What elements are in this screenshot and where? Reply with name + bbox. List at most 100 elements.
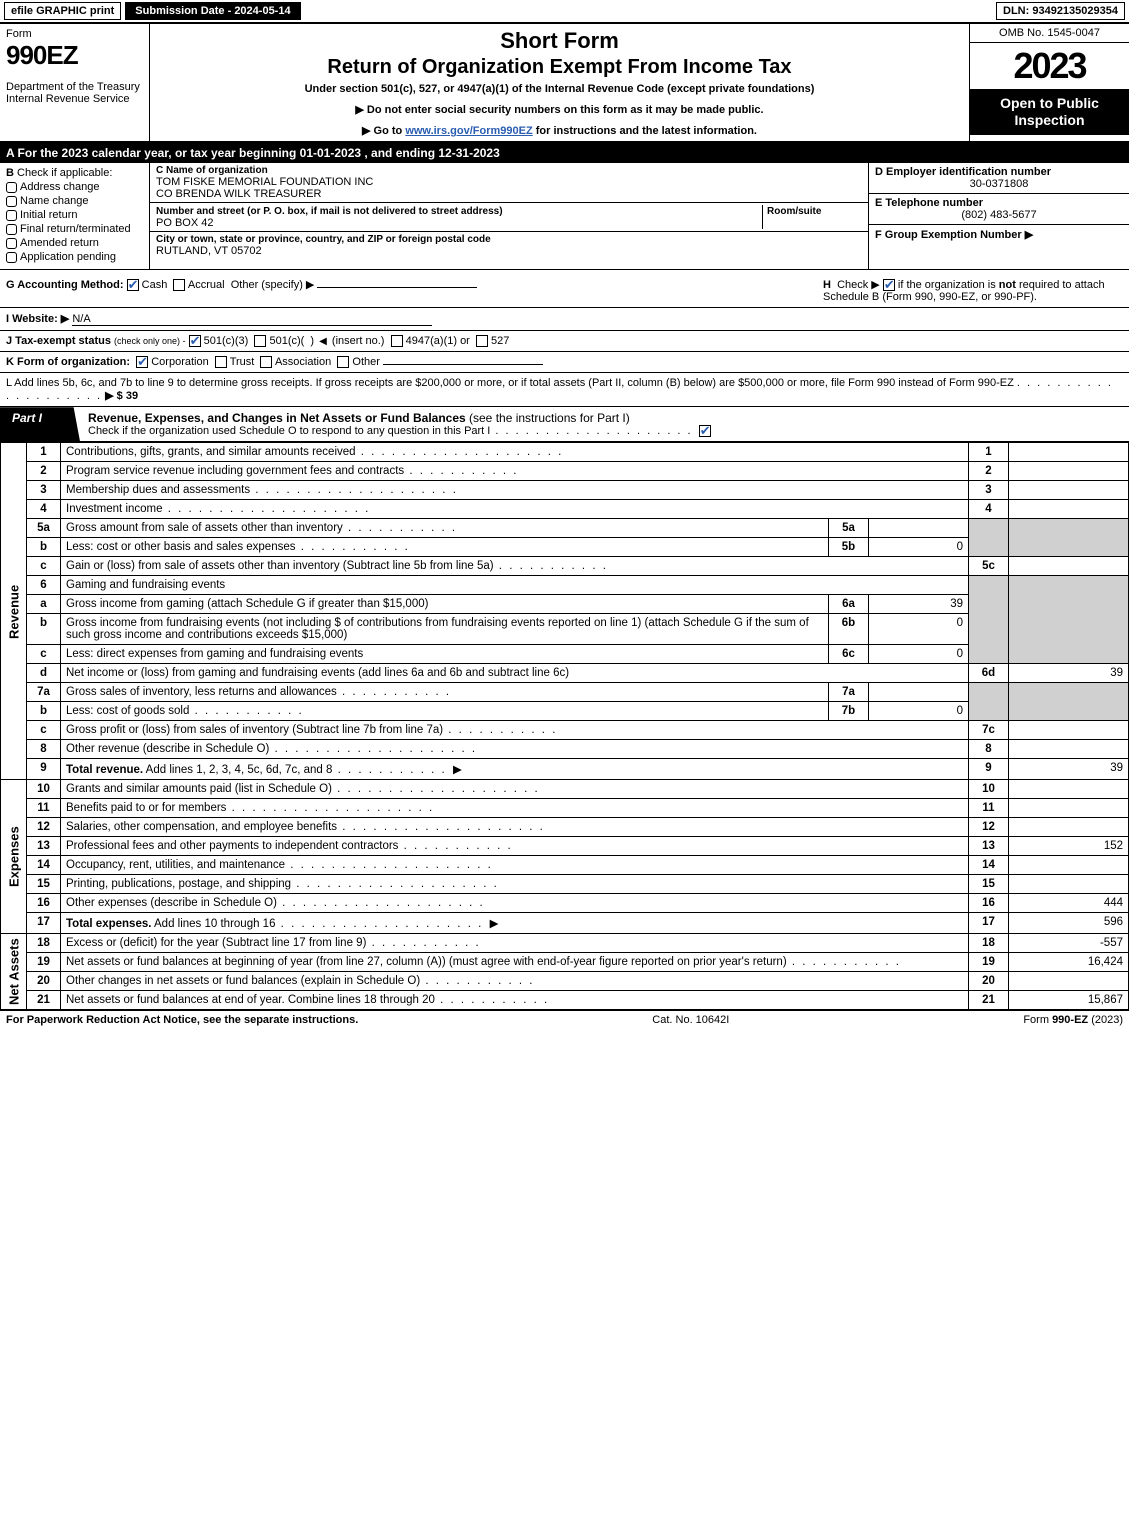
sub3-post: for instructions and the latest informat…	[533, 125, 757, 137]
chk-other-org[interactable]	[337, 356, 349, 368]
c-street-label: Number and street (or P. O. box, if mail…	[156, 206, 503, 217]
side-netassets: Net Assets	[1, 934, 27, 1010]
form-word: Form	[6, 28, 143, 40]
line-13: 13 Professional fees and other payments …	[1, 837, 1129, 856]
g-cash: Cash	[142, 279, 168, 291]
header-left: Form 990EZ Department of the Treasury In…	[0, 24, 150, 141]
line-6d: d Net income or (loss) from gaming and f…	[1, 664, 1129, 683]
row-l: L Add lines 5b, 6c, and 7b to line 9 to …	[0, 373, 1129, 407]
line-4: 4 Investment income 4	[1, 500, 1129, 519]
row-gh: G Accounting Method: Cash Accrual Other …	[0, 270, 1129, 308]
chk-501c[interactable]	[254, 335, 266, 347]
line-21: 21 Net assets or fund balances at end of…	[1, 991, 1129, 1010]
chk-name-change[interactable]: Name change	[6, 195, 143, 207]
col-def: D Employer identification number 30-0371…	[869, 163, 1129, 269]
line-1: Revenue 1 Contributions, gifts, grants, …	[1, 443, 1129, 462]
line-14: 14 Occupancy, rent, utilities, and maint…	[1, 856, 1129, 875]
chk-corp[interactable]	[136, 356, 148, 368]
line-5c: c Gain or (loss) from sale of assets oth…	[1, 557, 1129, 576]
chk-527[interactable]	[476, 335, 488, 347]
chk-assoc[interactable]	[260, 356, 272, 368]
chk-501c3[interactable]	[189, 335, 201, 347]
b-text: Check if applicable:	[17, 167, 112, 179]
side-expenses: Expenses	[1, 780, 27, 934]
phone: (802) 483-5677	[875, 209, 1123, 221]
chk-accrual[interactable]	[173, 279, 185, 291]
row-i: I Website: ▶ N/A	[0, 308, 1129, 331]
footer-right: Form 990-EZ (2023)	[1023, 1014, 1123, 1026]
c-name-label: C Name of organization	[156, 165, 862, 176]
line-16: 16 Other expenses (describe in Schedule …	[1, 894, 1129, 913]
part-i-title: Revenue, Expenses, and Changes in Net As…	[80, 407, 719, 441]
subtitle-1: Under section 501(c), 527, or 4947(a)(1)…	[158, 83, 961, 95]
chk-initial-return[interactable]: Initial return	[6, 209, 143, 221]
line-11: 11 Benefits paid to or for members 11	[1, 799, 1129, 818]
line-15: 15 Printing, publications, postage, and …	[1, 875, 1129, 894]
part-i-header: Part I Revenue, Expenses, and Changes in…	[0, 407, 1129, 442]
b-letter: B	[6, 167, 14, 179]
line-6: 6 Gaming and fundraising events	[1, 576, 1129, 595]
j-label: J Tax-exempt status	[6, 335, 111, 347]
line-18: Net Assets 18 Excess or (deficit) for th…	[1, 934, 1129, 953]
chk-4947[interactable]	[391, 335, 403, 347]
line-6c: c Less: direct expenses from gaming and …	[1, 645, 1129, 664]
chk-amended-return[interactable]: Amended return	[6, 237, 143, 249]
submission-date: Submission Date - 2024-05-14	[125, 2, 300, 20]
line-a: A For the 2023 calendar year, or tax yea…	[0, 143, 1129, 163]
org-street: PO BOX 42	[156, 217, 762, 229]
col-c: C Name of organization TOM FISKE MEMORIA…	[150, 163, 869, 269]
org-name: TOM FISKE MEMORIAL FOUNDATION INC CO BRE…	[156, 176, 862, 200]
l-text: L Add lines 5b, 6c, and 7b to line 9 to …	[6, 377, 1014, 389]
efile-print-link[interactable]: efile GRAPHIC print	[4, 2, 121, 20]
form-header: Form 990EZ Department of the Treasury In…	[0, 24, 1129, 143]
open-public: Open to Public Inspection	[970, 89, 1129, 135]
l-amount: ▶ $ 39	[105, 390, 138, 402]
line-9: 9 Total revenue. Add lines 1, 2, 3, 4, 5…	[1, 759, 1129, 780]
chk-cash[interactable]	[127, 279, 139, 291]
g-label: G Accounting Method:	[6, 279, 124, 291]
ein: 30-0371808	[875, 178, 1123, 190]
row-j: J Tax-exempt status (check only one) - 5…	[0, 331, 1129, 352]
d-label: D Employer identification number	[875, 166, 1123, 178]
i-label: I Website: ▶	[6, 313, 69, 325]
line-7a: 7a Gross sales of inventory, less return…	[1, 683, 1129, 702]
c-city-label: City or town, state or province, country…	[156, 234, 862, 245]
dln: DLN: 93492135029354	[996, 2, 1125, 20]
return-title: Return of Organization Exempt From Incom…	[158, 56, 961, 79]
line-6b: b Gross income from fundraising events (…	[1, 614, 1129, 645]
footer-left: For Paperwork Reduction Act Notice, see …	[6, 1014, 358, 1026]
chk-trust[interactable]	[215, 356, 227, 368]
tax-year: 2023	[970, 43, 1129, 89]
omb-number: OMB No. 1545-0047	[970, 24, 1129, 43]
col-b: B Check if applicable: Address change Na…	[0, 163, 150, 269]
line-5b: b Less: cost or other basis and sales ex…	[1, 538, 1129, 557]
chk-part-i-sched-o[interactable]	[699, 425, 711, 437]
j-note: (check only one) -	[114, 336, 186, 346]
c-room-label: Room/suite	[767, 206, 821, 217]
header-right: OMB No. 1545-0047 2023 Open to Public In…	[969, 24, 1129, 141]
chk-final-return[interactable]: Final return/terminated	[6, 223, 143, 235]
line-20: 20 Other changes in net assets or fund b…	[1, 972, 1129, 991]
g-accrual: Accrual	[188, 279, 225, 291]
side-revenue: Revenue	[1, 443, 27, 780]
line-17: 17 Total expenses. Add lines 10 through …	[1, 913, 1129, 934]
line-5a: 5a Gross amount from sale of assets othe…	[1, 519, 1129, 538]
irs-link[interactable]: www.irs.gov/Form990EZ	[405, 125, 532, 137]
e-label: E Telephone number	[875, 197, 1123, 209]
header-mid: Short Form Return of Organization Exempt…	[150, 24, 969, 141]
footer-cat: Cat. No. 10642I	[358, 1014, 1023, 1026]
subtitle-2: ▶ Do not enter social security numbers o…	[158, 103, 961, 116]
lines-table: Revenue 1 Contributions, gifts, grants, …	[0, 442, 1129, 1010]
line-2: 2 Program service revenue including gove…	[1, 462, 1129, 481]
k-label: K Form of organization:	[6, 356, 130, 368]
part-i-label: Part I	[0, 407, 80, 441]
chk-address-change[interactable]: Address change	[6, 181, 143, 193]
line-3: 3 Membership dues and assessments 3	[1, 481, 1129, 500]
website-value: N/A	[72, 313, 432, 326]
page-footer: For Paperwork Reduction Act Notice, see …	[0, 1010, 1129, 1029]
chk-application-pending[interactable]: Application pending	[6, 251, 143, 263]
f-label: F Group Exemption Number ▶	[875, 228, 1123, 241]
line-19: 19 Net assets or fund balances at beginn…	[1, 953, 1129, 972]
chk-h[interactable]	[883, 279, 895, 291]
section-bcdef: B Check if applicable: Address change Na…	[0, 163, 1129, 270]
